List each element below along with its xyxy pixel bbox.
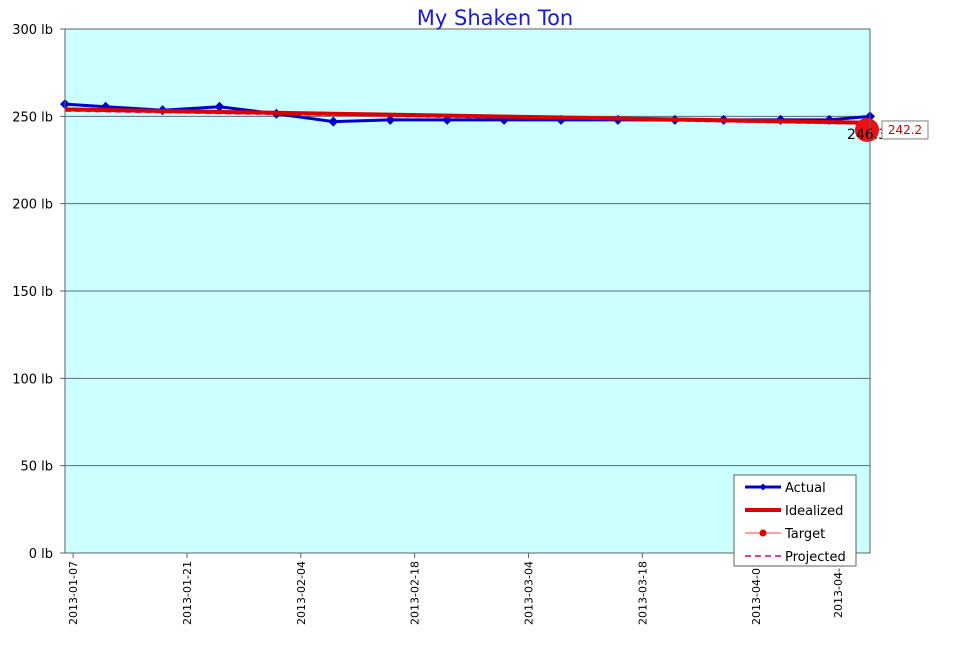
actual-point-marker: [385, 114, 396, 125]
x-tick-label: 2013-01-07: [67, 561, 80, 625]
y-tick-label: 100 lb: [12, 372, 53, 387]
x-axis-ticks: 2013-01-07 2013-01-21 2013-02-04 2013-02-18…: [67, 553, 845, 625]
y-tick-label: 50 lb: [20, 460, 53, 475]
x-tick-label: 2013-02-04: [295, 561, 308, 625]
actual-point-marker: [328, 116, 339, 127]
legend-box: [733, 474, 857, 567]
target-label-box: [881, 120, 929, 140]
plot-border: [64, 28, 871, 554]
actual-point-marker: [214, 101, 225, 112]
x-tick-label: 2013-04-1: [832, 561, 845, 618]
y-tick-label: 250 lb: [12, 110, 53, 125]
y-axis-ticks: 0 lb 50 lb 100 lb 150 lb 200 lb 250 lb 300 lb: [12, 23, 65, 562]
legend-label-actual: Actual: [785, 481, 826, 496]
legend-label-projected: Projected: [785, 550, 846, 565]
y-tick-label: 0 lb: [29, 547, 53, 562]
annotation-layer: 246.3 242.2: [847, 120, 929, 143]
legend-actual-marker: [759, 483, 767, 491]
chart-title: My Shaken Ton: [417, 6, 573, 30]
legend-label-idealized: Idealized: [785, 504, 843, 519]
x-tick-label: 2013-02-18: [409, 561, 422, 625]
x-tick-label: 2013-03-18: [636, 561, 649, 625]
legend: Actual Idealized Target Projected: [733, 474, 857, 567]
x-tick-label: 2013-04-01: [750, 561, 763, 625]
idealized-value-label: 246.3: [847, 127, 887, 143]
y-tick-label: 150 lb: [12, 285, 53, 300]
y-tick-label: 300 lb: [12, 23, 53, 38]
series-idealized-line: [64, 107, 871, 125]
x-tick-label: 2013-01-21: [181, 561, 194, 625]
legend-label-target: Target: [784, 527, 825, 542]
y-tick-label: 200 lb: [12, 198, 53, 213]
legend-target-marker: [759, 529, 767, 537]
target-value-label: 242.2: [888, 123, 922, 137]
x-tick-label: 2013-03-04: [522, 561, 535, 625]
series-layer: [60, 99, 879, 142]
grid-lines: [65, 115, 870, 467]
target-point-marker: [855, 117, 879, 142]
